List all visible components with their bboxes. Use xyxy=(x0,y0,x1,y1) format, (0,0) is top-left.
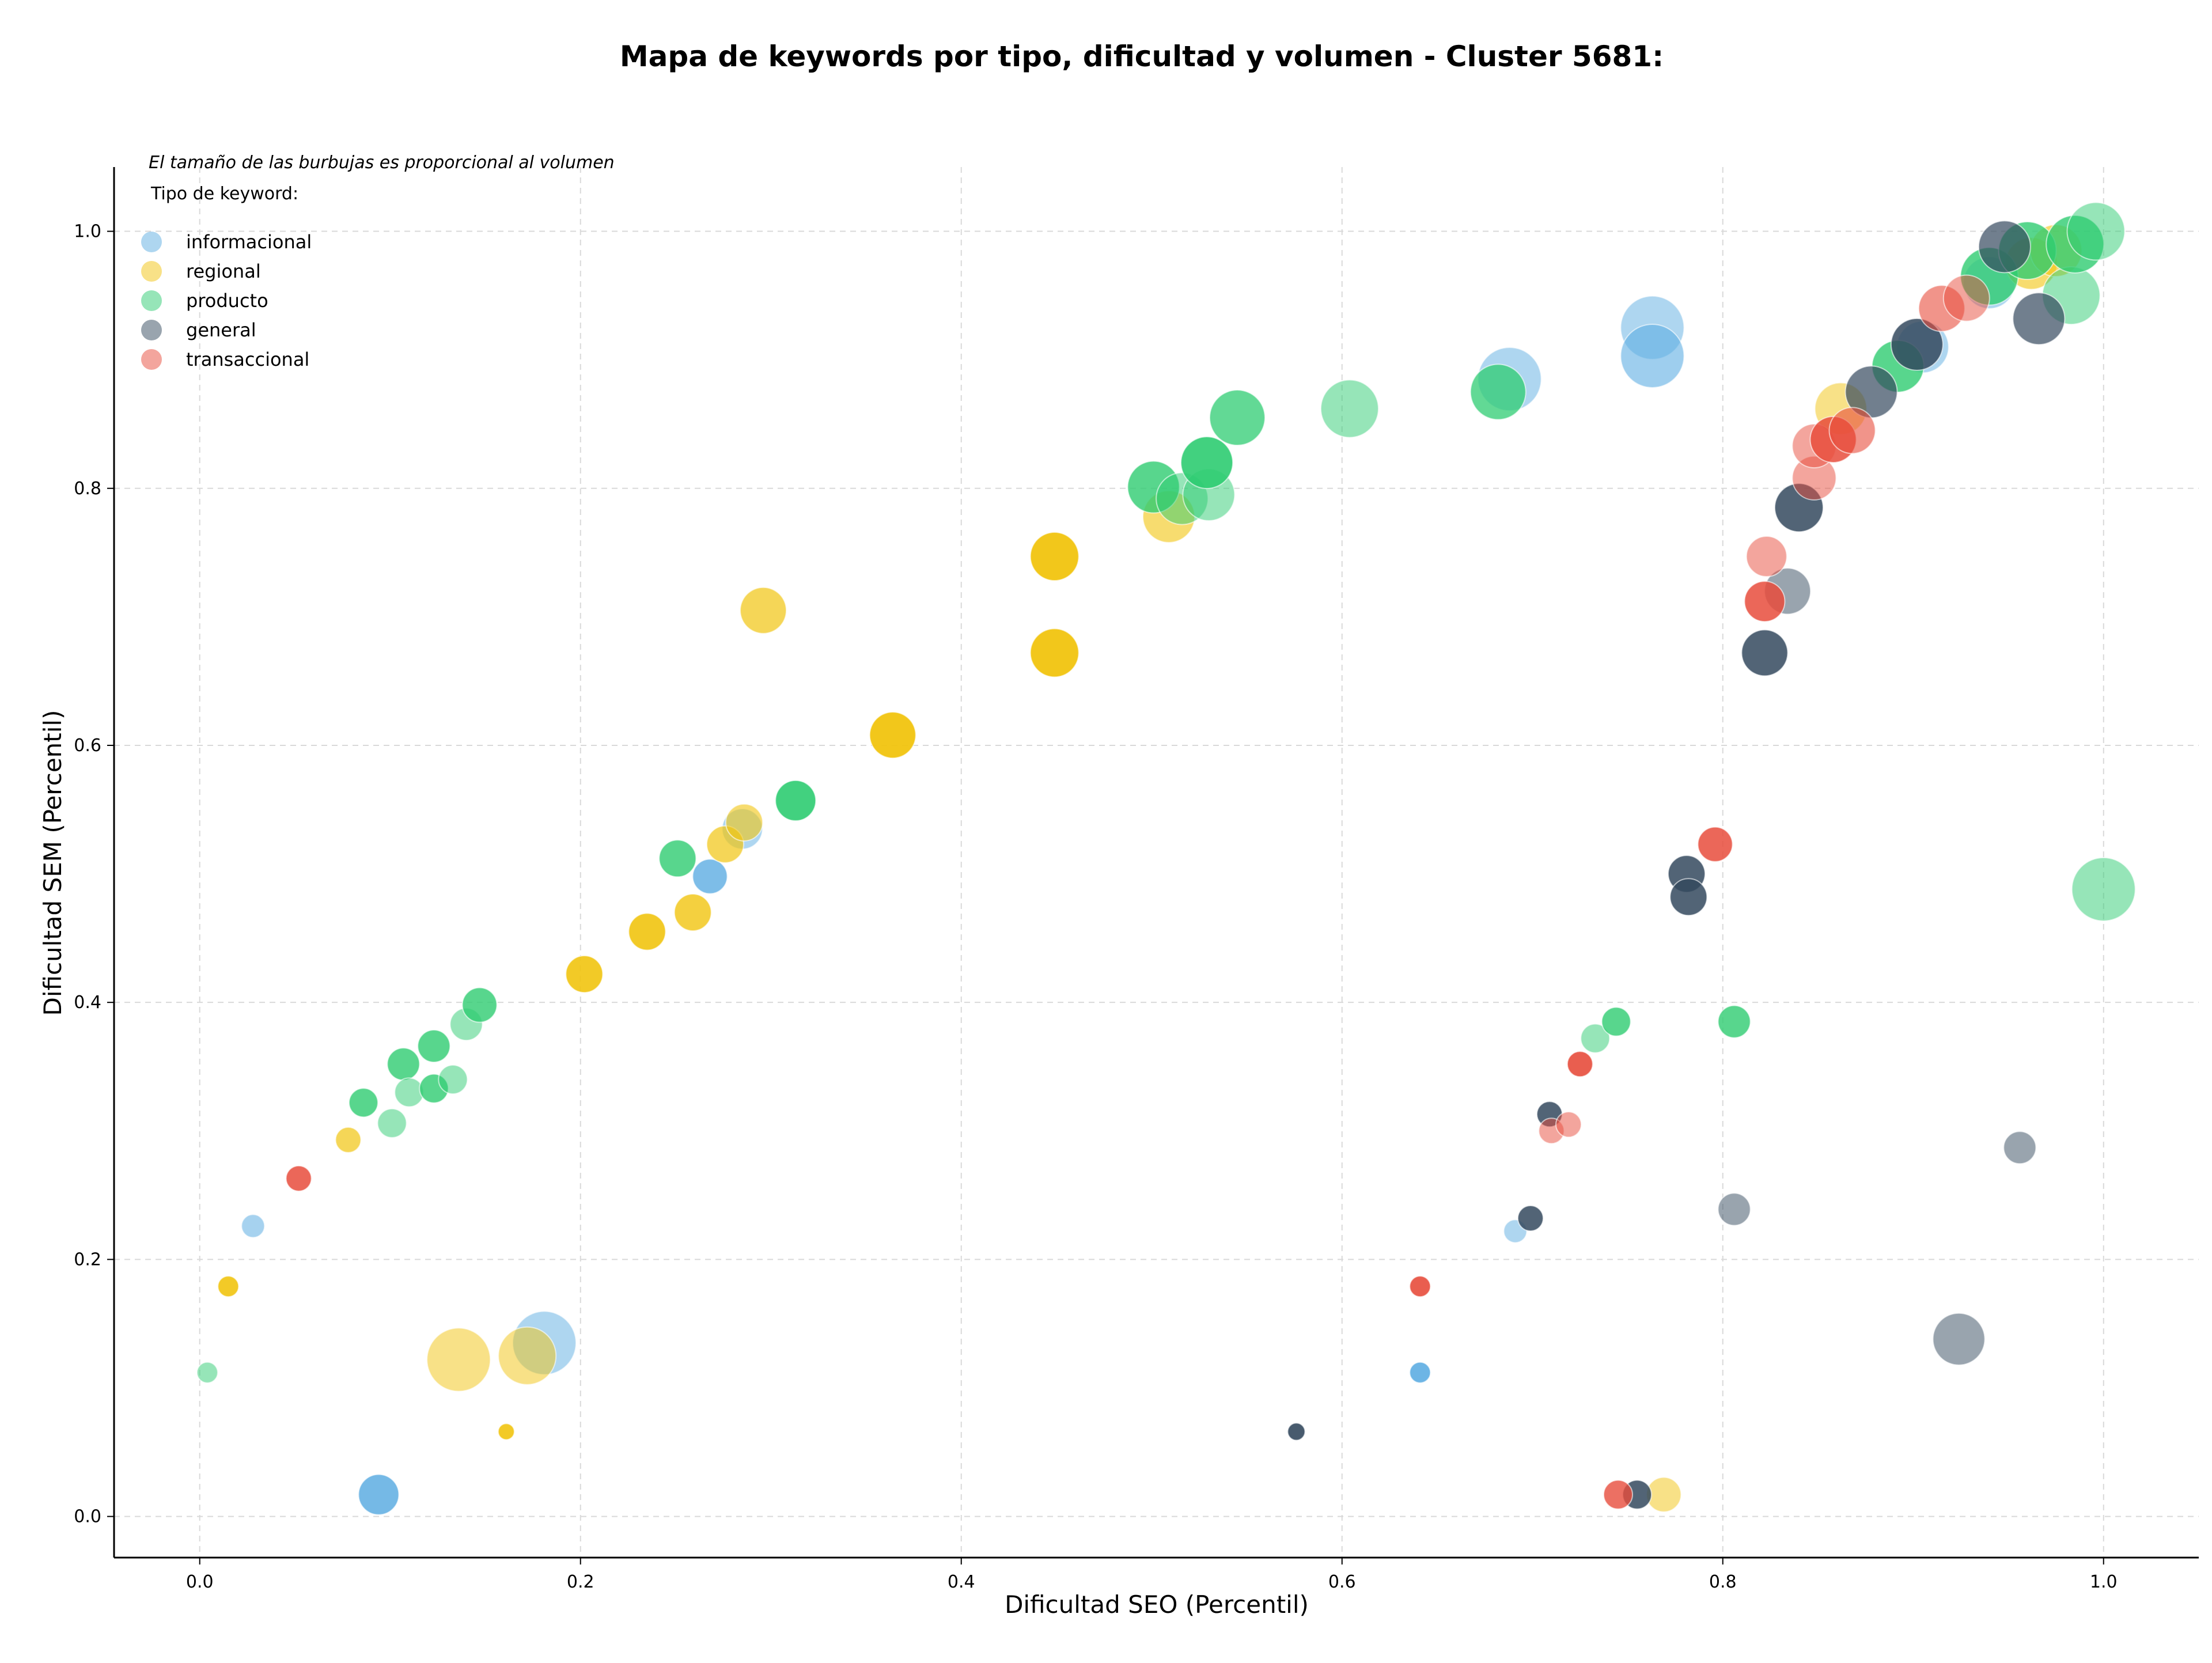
size-note: El tamaño de las burbujas es proporciona… xyxy=(149,153,615,173)
y-tick-label: 0.8 xyxy=(74,479,101,499)
data-point xyxy=(1717,1005,1751,1039)
legend-marker xyxy=(141,320,162,340)
x-tick-label: 0.0 xyxy=(186,1572,214,1592)
data-point xyxy=(1932,1312,1986,1366)
legend-item-regional: regional xyxy=(141,260,261,282)
data-point xyxy=(1828,407,1876,454)
data-point xyxy=(1744,581,1786,623)
data-point xyxy=(1717,1192,1751,1226)
data-points xyxy=(196,202,2136,1516)
data-point xyxy=(377,1108,407,1138)
data-point xyxy=(358,1473,400,1516)
data-point xyxy=(461,987,498,1023)
legend-label: general xyxy=(186,319,256,341)
data-point xyxy=(498,1326,557,1385)
data-point xyxy=(1029,532,1080,582)
data-point xyxy=(869,711,916,759)
series-transaccional xyxy=(285,274,1990,1510)
data-point xyxy=(1209,389,1266,446)
legend-marker xyxy=(141,349,162,370)
data-point xyxy=(1409,1361,1431,1384)
data-point xyxy=(335,1126,362,1153)
data-point xyxy=(725,803,763,842)
data-point xyxy=(1745,536,1787,578)
data-point xyxy=(348,1088,378,1118)
data-point xyxy=(1741,629,1789,677)
data-point xyxy=(1601,1006,1631,1037)
data-point xyxy=(1697,826,1733,862)
data-point xyxy=(1517,1205,1544,1232)
data-point xyxy=(1978,220,2031,274)
legend-label: transaccional xyxy=(186,348,309,370)
data-point xyxy=(426,1327,491,1392)
legend-item-transaccional: transaccional xyxy=(141,348,309,370)
data-point xyxy=(2012,292,2066,346)
x-tick-label: 0.8 xyxy=(1709,1572,1737,1592)
legend-title: Tipo de keyword: xyxy=(150,184,298,204)
data-point xyxy=(673,893,712,932)
data-point xyxy=(692,858,728,895)
data-point xyxy=(217,1275,240,1298)
data-point xyxy=(285,1165,312,1192)
legend-marker xyxy=(141,290,162,311)
axes: 0.0 0.2 0.4 0.6 0.8 1.0 0.0 0.2 0.4 0.6 0.8 1.0 xyxy=(74,167,2199,1592)
data-point xyxy=(196,1361,218,1384)
data-point xyxy=(658,839,697,878)
data-point xyxy=(1180,436,1234,490)
legend: informacional regional producto general tran… xyxy=(141,231,312,370)
legend-label: producto xyxy=(186,290,268,312)
data-point xyxy=(1409,1275,1431,1298)
x-tick-label: 1.0 xyxy=(2090,1572,2118,1592)
data-point xyxy=(1890,317,1944,371)
y-tick-label: 0.0 xyxy=(74,1507,101,1527)
legend-label: informacional xyxy=(186,231,312,253)
data-point xyxy=(1580,1023,1611,1054)
data-point xyxy=(417,1029,451,1063)
data-point xyxy=(565,955,604,994)
data-point xyxy=(387,1047,421,1081)
data-point xyxy=(1942,274,1990,322)
data-point xyxy=(1566,1051,1593,1078)
data-point xyxy=(775,779,817,821)
y-tick-label: 0.4 xyxy=(74,993,101,1013)
data-point xyxy=(241,1214,266,1238)
y-tick-label: 1.0 xyxy=(74,222,101,242)
y-tick-label: 0.2 xyxy=(74,1249,101,1270)
legend-item-general: general xyxy=(141,319,256,341)
x-tick-label: 0.2 xyxy=(567,1572,594,1592)
legend-item-producto: producto xyxy=(141,290,268,312)
data-point xyxy=(740,586,787,634)
data-point xyxy=(1320,379,1379,438)
data-point xyxy=(1555,1111,1582,1138)
y-axis-label: Dificultad SEM (Percentil) xyxy=(39,710,67,1016)
chart-title: Mapa de keywords por tipo, dificultad y … xyxy=(620,40,1664,73)
data-point xyxy=(2071,857,2136,922)
data-point xyxy=(1287,1422,1306,1441)
x-tick-label: 0.4 xyxy=(948,1572,975,1592)
data-point xyxy=(628,912,666,951)
data-point xyxy=(394,1077,425,1108)
data-point xyxy=(497,1423,515,1441)
legend-marker xyxy=(141,261,162,282)
x-tick-label: 0.6 xyxy=(1328,1572,1356,1592)
legend-label: regional xyxy=(186,260,261,282)
data-point xyxy=(1029,628,1080,678)
data-point xyxy=(1603,1479,1633,1510)
data-point xyxy=(2066,202,2126,261)
x-axis-label: Dificultad SEO (Percentil) xyxy=(1005,1590,1309,1619)
data-point xyxy=(438,1065,468,1095)
legend-item-informacional: informacional xyxy=(141,231,312,253)
data-point xyxy=(1620,323,1685,388)
data-point xyxy=(2003,1131,2037,1165)
y-tick-label: 0.6 xyxy=(74,736,101,756)
data-point xyxy=(1469,363,1527,421)
data-point xyxy=(1669,878,1708,916)
legend-marker xyxy=(141,232,162,252)
